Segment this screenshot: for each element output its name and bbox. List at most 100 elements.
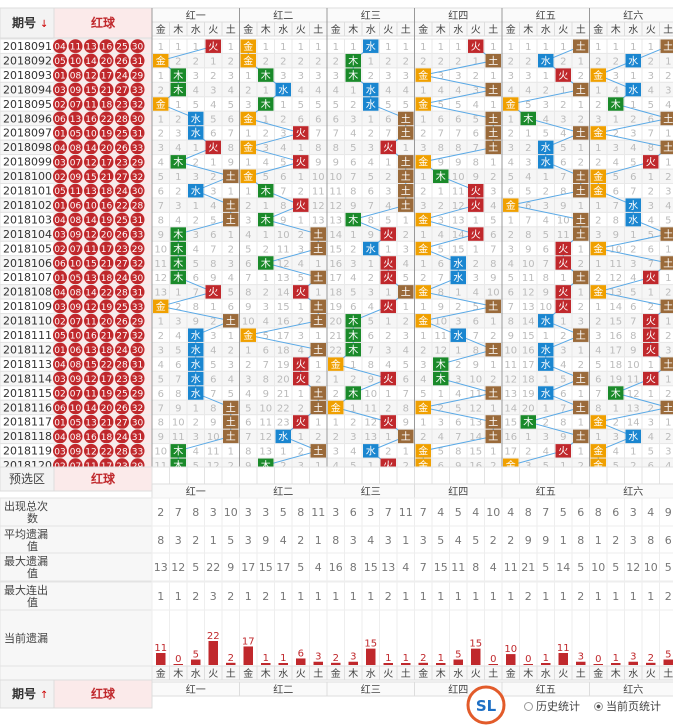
miss-value: 9 xyxy=(403,418,409,429)
sort-down-icon[interactable]: ↓ xyxy=(40,19,48,30)
red-ball-number: 13 xyxy=(85,346,96,356)
miss-value: 5 xyxy=(315,100,321,111)
stat-value: 4 xyxy=(507,506,514,519)
miss-value: 9 xyxy=(508,331,514,342)
stat-value: 3 xyxy=(630,534,637,547)
miss-value: 1 xyxy=(648,288,654,299)
miss-value: 2 xyxy=(508,230,514,241)
mid-group-label: 红二 xyxy=(273,485,293,498)
preselect-label: 预选区 xyxy=(9,472,45,486)
miss-value: 2 xyxy=(193,56,199,67)
history-stats-radio[interactable] xyxy=(524,701,533,711)
miss-value: 1 xyxy=(193,403,199,414)
miss-value: 1 xyxy=(630,71,636,82)
red-ball-number: 24 xyxy=(116,346,128,356)
miss-value: 3 xyxy=(175,317,181,328)
miss-value: 2 xyxy=(158,331,164,342)
miss-value: 15 xyxy=(452,244,465,255)
hit-element-label: 木 xyxy=(173,70,183,82)
stat-value: 1 xyxy=(647,590,654,603)
red-ball xyxy=(115,82,129,97)
red-ball-number: 04 xyxy=(54,43,66,53)
miss-value: 3 xyxy=(648,418,654,429)
miss-value: 4 xyxy=(350,129,356,140)
red-ball-number: 10 xyxy=(85,129,97,139)
miss-value: 7 xyxy=(193,288,199,299)
miss-value: 10 xyxy=(172,418,185,429)
miss-value: 11 xyxy=(207,447,220,458)
miss-value: 2 xyxy=(595,158,601,169)
red-ball-number: 29 xyxy=(132,317,144,327)
hit-element-label: 水 xyxy=(191,186,201,198)
mid-group-label: 红三 xyxy=(361,485,381,498)
miss-value: 1 xyxy=(263,42,269,53)
miss-value: 2 xyxy=(368,71,374,82)
issue-header-label[interactable]: 期号 xyxy=(12,15,36,30)
current-miss-value: 1 xyxy=(385,653,391,664)
miss-value: 7 xyxy=(368,201,374,212)
miss-value: 1 xyxy=(665,374,671,385)
red-ball xyxy=(53,313,67,328)
miss-value: 4 xyxy=(630,143,636,154)
miss-value: 1 xyxy=(578,143,584,154)
miss-value: 5 xyxy=(438,447,444,458)
red-ball-number: 20 xyxy=(101,404,113,414)
miss-value: 5 xyxy=(648,230,654,241)
current-page-stats-option[interactable]: 当前页统计 xyxy=(594,698,661,714)
miss-value: 9 xyxy=(473,360,479,371)
hit-element-label: 水 xyxy=(191,388,201,400)
hit-element-label: 土 xyxy=(576,83,586,96)
red-ball-number: 27 xyxy=(116,418,127,428)
history-stats-option[interactable]: 历史统计 xyxy=(524,698,580,714)
foot-element-label: 火 xyxy=(646,668,656,680)
miss-value: 2 xyxy=(175,302,181,313)
hit-element-label: 土 xyxy=(576,401,586,414)
red-ball-number: 18 xyxy=(101,346,113,356)
miss-value: 6 xyxy=(630,302,636,313)
miss-value: 4 xyxy=(438,85,444,96)
miss-value: 6 xyxy=(245,259,251,270)
miss-value: 2 xyxy=(613,56,619,67)
miss-value: 1 xyxy=(595,432,601,443)
miss-value: 3 xyxy=(648,201,654,212)
red-ball xyxy=(53,97,67,112)
miss-value: 7 xyxy=(438,273,444,284)
red-ball-number: 20 xyxy=(101,231,113,241)
miss-value: 2 xyxy=(210,317,216,328)
miss-value: 6 xyxy=(648,114,654,125)
miss-value: 3 xyxy=(455,71,461,82)
hit-element-label: 土 xyxy=(401,199,411,212)
top-element-label: 土 xyxy=(226,23,236,36)
miss-value: 8 xyxy=(245,447,251,458)
miss-value: 4 xyxy=(438,230,444,241)
stat-value: 5 xyxy=(577,561,584,574)
issue-number: 2018110 xyxy=(3,315,52,328)
red-ball-number: 12 xyxy=(85,72,96,82)
miss-value: 14 xyxy=(627,418,640,429)
miss-value: 3 xyxy=(298,244,304,255)
miss-value: 10 xyxy=(364,389,377,400)
miss-value: 4 xyxy=(508,85,514,96)
red-ball xyxy=(99,169,114,184)
current-page-stats-radio[interactable] xyxy=(594,701,603,711)
miss-value: 2 xyxy=(560,56,566,67)
miss-value: 8 xyxy=(350,187,356,198)
red-ball-number: 16 xyxy=(101,43,113,53)
foot-element-label: 土 xyxy=(226,667,236,680)
hit-element-label: 木 xyxy=(348,388,358,400)
stat-value: 12 xyxy=(171,561,185,574)
stat-value: 10 xyxy=(224,506,238,519)
issue-footer-header-label[interactable]: 期号 xyxy=(12,686,36,701)
red-ball xyxy=(68,82,83,97)
miss-value: 1 xyxy=(315,288,321,299)
stat-value: 5 xyxy=(542,561,549,574)
issue-number: 2018117 xyxy=(3,416,52,429)
red-ball-number: 11 xyxy=(85,101,96,111)
miss-value: 5 xyxy=(630,158,636,169)
miss-value: 2 xyxy=(298,230,304,241)
miss-value: 13 xyxy=(609,288,622,299)
sort-up-icon[interactable]: ↑ xyxy=(40,690,48,701)
current-miss-value: 11 xyxy=(557,643,570,654)
miss-value: 8 xyxy=(630,331,636,342)
red-ball-number: 30 xyxy=(132,187,144,197)
